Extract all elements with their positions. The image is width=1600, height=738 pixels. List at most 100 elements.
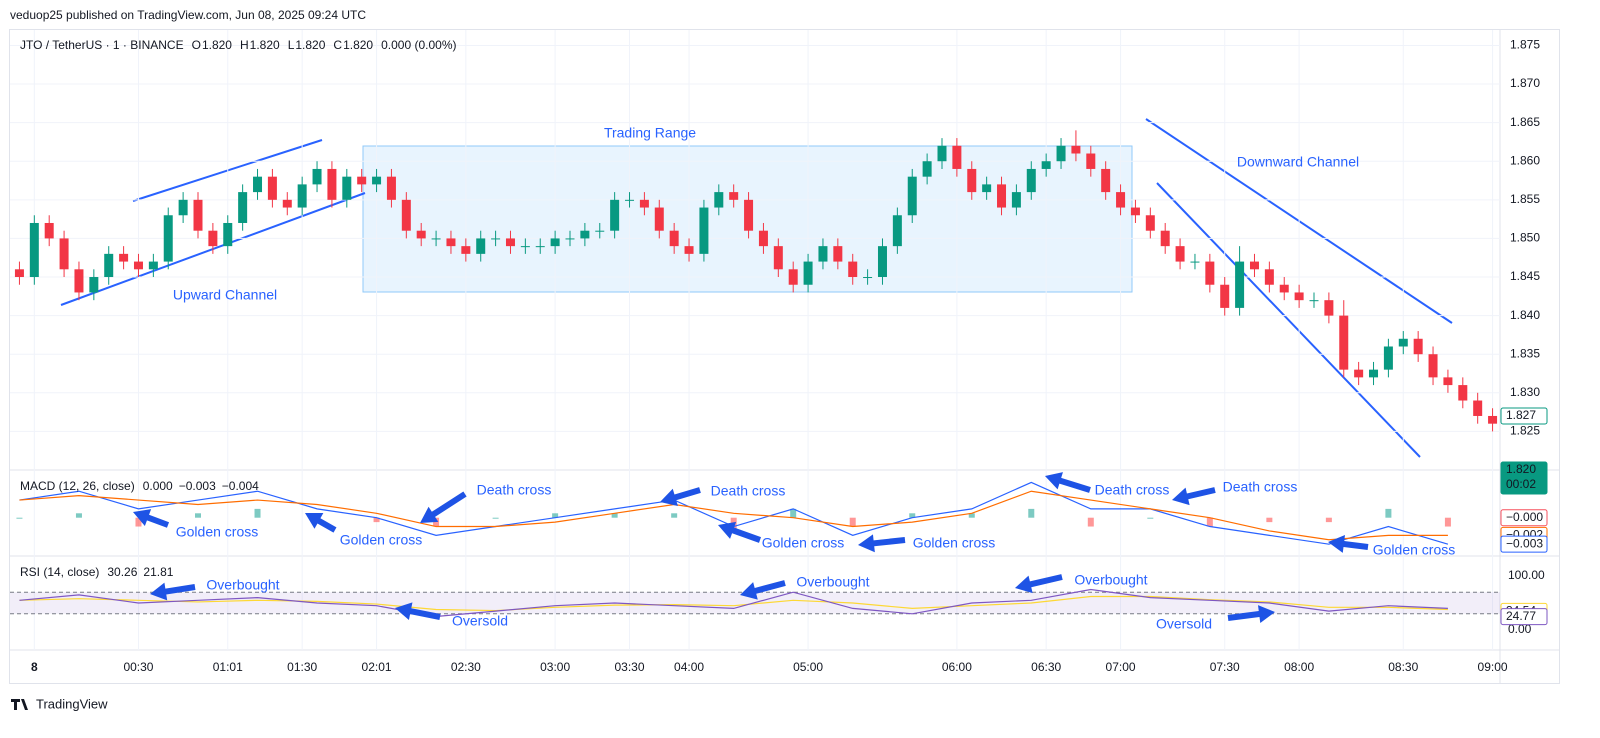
macd-histogram-bar bbox=[909, 513, 916, 518]
candle-body bbox=[29, 222, 39, 278]
annotation-arrow bbox=[305, 513, 337, 533]
x-tick-label: 08:30 bbox=[1388, 660, 1418, 674]
legend-text: 0.000 (0.00%) bbox=[381, 38, 456, 52]
candle-body bbox=[580, 230, 590, 239]
annotation-text: Golden cross bbox=[340, 532, 422, 548]
legend-text: 1.820 bbox=[343, 38, 373, 52]
candle-body bbox=[401, 199, 411, 231]
candle-body bbox=[14, 269, 24, 278]
candle-body bbox=[788, 269, 798, 285]
candle-body bbox=[1086, 153, 1096, 169]
candle-body bbox=[446, 238, 456, 247]
price-label-box bbox=[1500, 407, 1548, 425]
candle-body bbox=[1369, 369, 1379, 378]
y-tick-label: 1.865 bbox=[1510, 115, 1540, 129]
candle-body bbox=[565, 238, 575, 240]
candle-body bbox=[848, 261, 858, 278]
candle-body bbox=[1249, 261, 1259, 270]
legend-text: JTO / TetherUS · 1 · BINANCE bbox=[20, 38, 184, 52]
candle-body bbox=[758, 230, 768, 247]
annotation-arrow bbox=[1172, 487, 1216, 506]
macd-histogram-bar bbox=[195, 513, 201, 518]
candle-body bbox=[1056, 145, 1066, 162]
macd-histogram-bar bbox=[254, 508, 261, 518]
legend-text: 1.820 bbox=[202, 38, 232, 52]
candle-body bbox=[1101, 168, 1111, 193]
candle-body bbox=[476, 238, 486, 254]
candle-body bbox=[327, 168, 337, 200]
legend-text: H bbox=[240, 38, 249, 52]
candle-body bbox=[922, 161, 932, 177]
candle-body bbox=[89, 277, 99, 293]
price-label-box bbox=[1500, 509, 1548, 527]
macd-histogram-bar bbox=[373, 517, 380, 523]
macd-histogram-bar bbox=[135, 517, 142, 527]
candle-body bbox=[520, 246, 530, 248]
candle-body bbox=[1175, 246, 1185, 262]
candle-body bbox=[133, 261, 143, 270]
price-label: 1.820 bbox=[1506, 462, 1536, 476]
candle-body bbox=[238, 192, 248, 223]
candle-body bbox=[223, 222, 233, 247]
annotation-text: Golden cross bbox=[176, 524, 258, 540]
brand-name: TradingView bbox=[36, 696, 108, 711]
price-label: 1.827 bbox=[1506, 408, 1536, 422]
candle-body bbox=[1443, 377, 1453, 386]
candle-body bbox=[699, 207, 709, 254]
brand-logo bbox=[11, 699, 28, 710]
macd-histogram-bar bbox=[1147, 517, 1154, 519]
y-tick-label: 1.835 bbox=[1510, 346, 1540, 360]
legend-text: 1.820 bbox=[250, 38, 280, 52]
annotation-text: Death cross bbox=[477, 482, 552, 498]
macd-histogram-bar bbox=[16, 517, 23, 519]
legend-text: 0.000 bbox=[143, 479, 173, 493]
x-tick-label: 00:30 bbox=[123, 660, 153, 674]
legend-text: MACD (12, 26, close) bbox=[20, 479, 135, 493]
annotation-text: Overbought bbox=[796, 574, 869, 590]
candle-body bbox=[877, 246, 887, 278]
candle-body bbox=[1041, 161, 1051, 169]
legend-text: L bbox=[288, 38, 295, 52]
macd-histogram-bar bbox=[671, 513, 678, 518]
x-tick-label: 09:00 bbox=[1478, 660, 1508, 674]
candle-body bbox=[669, 230, 679, 247]
y-tick-label: 1.850 bbox=[1510, 231, 1540, 245]
candle-body bbox=[1205, 261, 1215, 285]
candle-body bbox=[535, 246, 545, 248]
candle-body bbox=[1428, 354, 1438, 378]
candle-body bbox=[684, 246, 694, 254]
candle-body bbox=[178, 199, 188, 216]
x-tick-label: 02:01 bbox=[362, 660, 392, 674]
annotation-arrow bbox=[718, 521, 762, 543]
x-tick-label: 06:30 bbox=[1031, 660, 1061, 674]
annotation-text: Upward Channel bbox=[173, 287, 277, 303]
price-label: −0.000 bbox=[1506, 510, 1543, 524]
y-tick-label: 1.840 bbox=[1510, 308, 1540, 322]
candle-body bbox=[253, 176, 263, 193]
candle-body bbox=[1398, 338, 1408, 347]
candle-body bbox=[1339, 315, 1349, 370]
x-tick-label: 07:30 bbox=[1210, 660, 1240, 674]
legend-text: 1.820 bbox=[295, 38, 325, 52]
x-tick-label: 08:00 bbox=[1284, 660, 1314, 674]
macd-histogram-bar bbox=[1206, 517, 1213, 527]
annotation-arrow bbox=[858, 534, 906, 553]
macd-histogram-bar bbox=[1266, 517, 1273, 523]
candle-body bbox=[1354, 369, 1364, 378]
legend-text: C bbox=[333, 38, 342, 52]
candle-body bbox=[833, 246, 843, 262]
candle-body bbox=[892, 215, 902, 247]
candle-body bbox=[461, 246, 471, 254]
annotation-text: Golden cross bbox=[1373, 542, 1455, 558]
candle-body bbox=[357, 176, 367, 185]
annotation-arrow bbox=[1227, 605, 1275, 623]
candle-body bbox=[297, 184, 307, 208]
legend-text: −0.004 bbox=[222, 479, 259, 493]
rsi-line bbox=[19, 588, 1448, 618]
annotation-arrow bbox=[1328, 535, 1369, 553]
candle-body bbox=[982, 184, 992, 193]
candle-body bbox=[416, 230, 426, 239]
candle-body bbox=[773, 246, 783, 270]
candle-body bbox=[491, 238, 501, 240]
